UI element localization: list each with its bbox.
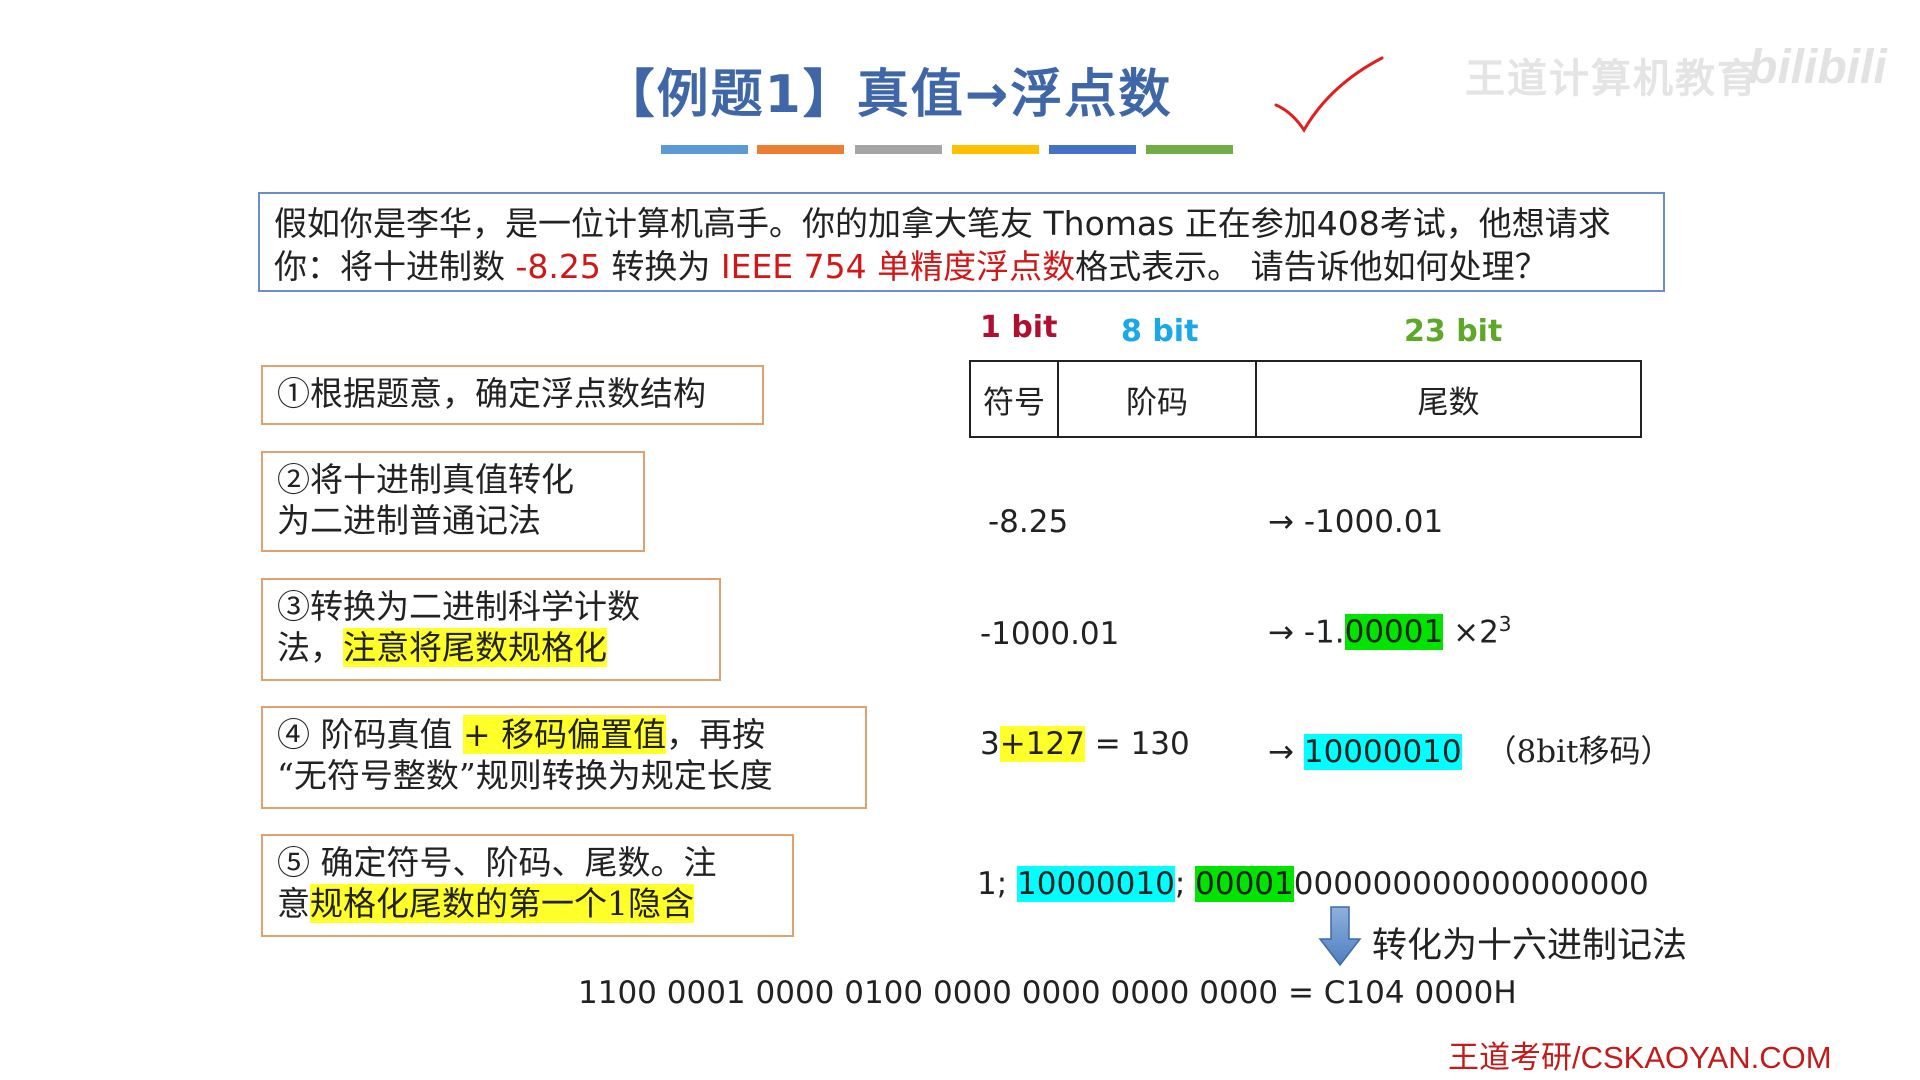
sign-bit-label: 1 bit xyxy=(980,310,1058,345)
row4-code: 10000010 xyxy=(1303,734,1462,770)
step-3-box: ③转换为二进制科学计数 法，注意将尾数规格化 xyxy=(261,578,721,681)
arrow-icon: → xyxy=(1268,504,1294,540)
question-format: IEEE 754 单精度浮点数 xyxy=(720,247,1076,286)
deco-bar-6 xyxy=(1146,145,1233,154)
step-1-text: ①根据题意，确定浮点数结构 xyxy=(277,374,706,413)
step-4-line2: “无符号整数”规则转换为规定长度 xyxy=(277,756,773,795)
row3-mantissa: 00001 xyxy=(1344,614,1444,651)
row2-result: -1000.01 xyxy=(1303,504,1444,540)
arrow-icon: → xyxy=(1268,614,1294,651)
step-5-box: ⑤ 确定符号、阶码、尾数。注 意规格化尾数的第一个1隐含 xyxy=(261,834,794,937)
row4-bias: +127 xyxy=(999,726,1085,762)
bits-mantissa-highlight: 00001 xyxy=(1195,866,1294,902)
float-format-table: 符号 阶码 尾数 xyxy=(969,360,1642,438)
row4-left: 3+127 = 130 xyxy=(980,726,1190,762)
page-title: 【例题1】真值→浮点数 xyxy=(0,52,1920,127)
bits-exponent: 10000010 xyxy=(1017,866,1175,902)
watermark-text: 王道计算机教育 xyxy=(1465,56,1759,102)
step-5-line1: ⑤ 确定符号、阶码、尾数。注 xyxy=(277,843,717,882)
mantissa-cell: 尾数 xyxy=(1417,384,1480,421)
title-text: 真值→浮点数 xyxy=(856,65,1173,125)
bits-sign: 1; xyxy=(977,866,1018,902)
question-text-2: 转换为 xyxy=(600,247,721,286)
row3-prefix: -1. xyxy=(1303,614,1345,651)
step-2-line2: 为二进制普通记法 xyxy=(277,501,541,540)
row3-left: -1000.01 xyxy=(980,616,1120,652)
row4-right: → 10000010 （8bit移码） xyxy=(1268,726,1671,771)
deco-bar-5 xyxy=(1049,145,1136,154)
arrow-icon: → xyxy=(1268,734,1294,770)
exponent-bit-label: 8 bit xyxy=(1121,314,1199,349)
down-arrow-icon xyxy=(1318,906,1362,967)
step-3-line1: ③转换为二进制科学计数 xyxy=(277,587,640,626)
row3-exponent: 3 xyxy=(1498,612,1512,636)
bilibili-logo: bilibili xyxy=(1748,41,1887,94)
step-4-highlight: + 移码偏置值 xyxy=(462,715,667,754)
step-5-line2a: 意 xyxy=(277,884,310,923)
question-text-1: 假如你是李华，是一位计算机高手。你的加拿大笔友 Thomas 正在参加408考试… xyxy=(274,204,1611,286)
deco-bar-4 xyxy=(952,145,1039,154)
deco-bar-1 xyxy=(661,145,748,154)
row3-right: → -1.00001 ×23 xyxy=(1268,612,1512,651)
step-5-highlight: 规格化尾数的第一个1隐含 xyxy=(310,884,694,923)
row4-sum: = 130 xyxy=(1084,726,1190,762)
mantissa-bit-label: 23 bit xyxy=(1404,314,1503,349)
bits-sep: ; xyxy=(1174,866,1196,902)
row2-right: → -1000.01 xyxy=(1268,504,1443,540)
step-3-highlight: 注意将尾数规格化 xyxy=(343,628,607,667)
step-2-box: ②将十进制真值转化 为二进制普通记法 xyxy=(261,451,645,552)
footer-brand: 王道考研/CSKAOYAN.COM xyxy=(1448,1040,1832,1075)
checkmark-icon xyxy=(1274,56,1384,133)
bits-mantissa-rest: 000000000000000000 xyxy=(1293,866,1649,902)
binary-bits-row: 1; 10000010; 00001000000000000000000 xyxy=(977,866,1649,902)
deco-bar-2 xyxy=(757,145,844,154)
step-2-line1: ②将十进制真值转化 xyxy=(277,460,574,499)
row3-times: ×2 xyxy=(1453,614,1499,651)
question-box: 假如你是李华，是一位计算机高手。你的加拿大笔友 Thomas 正在参加408考试… xyxy=(258,192,1665,292)
step-4-box: ④ 阶码真值 + 移码偏置值，再按 “无符号整数”规则转换为规定长度 xyxy=(261,706,867,809)
exponent-cell: 阶码 xyxy=(1059,362,1257,436)
question-text-3: 格式表示。 请告诉他如何处理？ xyxy=(1075,247,1548,286)
deco-bar-3 xyxy=(855,145,942,154)
step-4-c: ，再按 xyxy=(666,715,766,754)
row2-left: -8.25 xyxy=(988,504,1069,540)
step-3-line2a: 法， xyxy=(277,628,343,667)
hex-conversion-label: 转化为十六进制记法 xyxy=(1372,926,1688,966)
title-prefix: 【例题1】 xyxy=(602,65,857,125)
hex-result: 1100 0001 0000 0100 0000 0000 0000 0000 … xyxy=(578,975,1517,1011)
step-1-box: ①根据题意，确定浮点数结构 xyxy=(261,365,764,425)
step-4-a: ④ 阶码真值 xyxy=(277,715,463,754)
question-value: -8.25 xyxy=(515,247,601,286)
sign-cell: 符号 xyxy=(971,362,1059,436)
row4-note: （8bit移码） xyxy=(1485,734,1672,770)
row4-exp: 3 xyxy=(980,726,1000,762)
